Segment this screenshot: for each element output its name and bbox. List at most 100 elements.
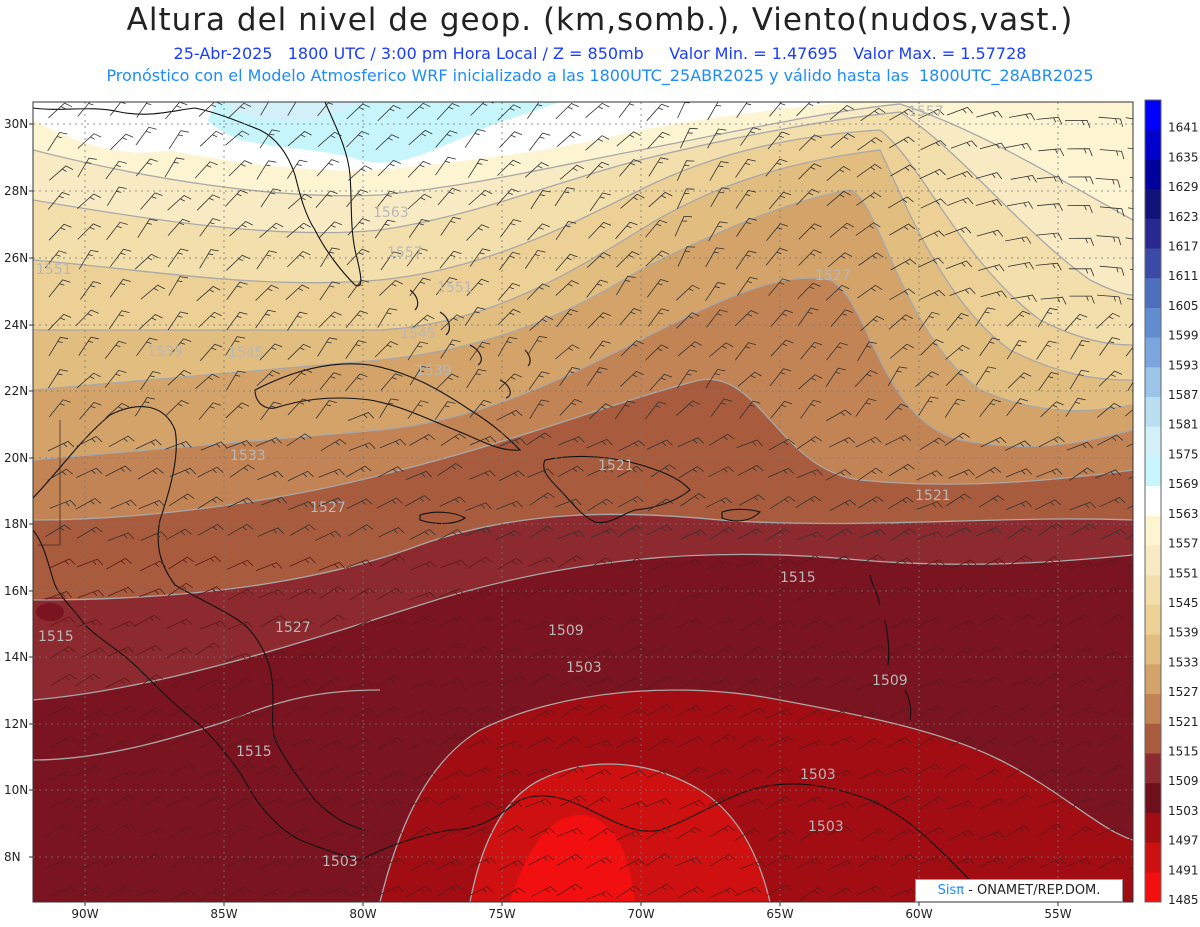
wind-barb [468, 189, 493, 206]
wind-barb [586, 890, 613, 901]
wind-barb [1097, 434, 1124, 446]
wind-barb [169, 674, 196, 688]
wind-barb [316, 677, 342, 691]
wind-barb [78, 336, 99, 356]
wind-barb [826, 342, 848, 361]
wind-barb [944, 764, 971, 777]
wind-barb [797, 307, 819, 327]
wind-barb [497, 825, 524, 838]
wind-barb [975, 466, 1002, 479]
wind-barb [255, 764, 282, 776]
wind-barb [798, 134, 823, 151]
colorbar-label: 1593 [1168, 358, 1199, 372]
wind-barb [440, 642, 466, 656]
wind-barb [319, 614, 345, 628]
contour-label: 1539 [147, 344, 183, 360]
colorbar-label: 1587 [1168, 388, 1199, 402]
wind-barb [78, 249, 99, 270]
colorbar-swatch [1145, 753, 1161, 784]
wind-barb [226, 370, 246, 391]
wind-barb [75, 732, 102, 747]
wind-barb [1068, 268, 1095, 277]
wind-barb [798, 677, 825, 689]
wind-barb [645, 250, 670, 267]
wind-barb [410, 771, 437, 782]
wind-barb [620, 370, 644, 387]
wind-barb [377, 308, 398, 328]
wind-barb [165, 647, 192, 659]
wind-barb [586, 367, 608, 387]
wind-barb [676, 284, 700, 301]
wind-barb [317, 795, 344, 810]
contour-label: 1521 [598, 458, 634, 474]
wind-barb [77, 223, 101, 240]
lon-label: 85W [210, 907, 237, 921]
wind-barb [375, 134, 400, 150]
wind-barb [287, 130, 312, 147]
wind-barb [975, 172, 1003, 180]
lat-label: 22N [4, 384, 28, 398]
wind-barb [675, 618, 702, 629]
wind-barb [736, 217, 757, 237]
wind-barb [710, 704, 737, 717]
wind-barb [1035, 588, 1061, 602]
longitude-axis: 90W 85W 80W 75W 70W 65W 60W 55W [71, 902, 1072, 921]
wind-barb [409, 615, 436, 627]
wind-barb [647, 279, 669, 298]
wind-barb [50, 736, 76, 748]
wind-barb [769, 102, 792, 117]
wind-barb [195, 703, 222, 716]
wind-barb [975, 676, 1002, 688]
wind-barb [769, 368, 792, 387]
wind-barb [288, 368, 313, 386]
wind-barb [825, 284, 850, 301]
wind-barb [946, 171, 973, 180]
wind-barb [227, 102, 252, 119]
wind-barb [585, 768, 612, 781]
colorbar-swatch [1145, 545, 1161, 576]
wind-barb [1125, 346, 1133, 357]
wind-barb [1066, 740, 1093, 752]
wind-barb [319, 281, 340, 301]
colorbar-label: 1569 [1168, 477, 1199, 491]
wind-barb [104, 340, 127, 359]
wind-barb [229, 762, 255, 776]
wind-barb [768, 467, 795, 478]
wind-barb [198, 102, 223, 117]
wind-barb [408, 129, 433, 146]
wind-barb [198, 888, 225, 902]
wind-barb [737, 371, 762, 387]
wind-barb [526, 283, 550, 300]
wind-barb [255, 437, 282, 447]
lon-label: 60W [905, 907, 932, 921]
wind-barb [706, 794, 733, 807]
wind-barb [555, 221, 577, 240]
wind-barb [556, 309, 578, 328]
wind-barb [440, 706, 467, 716]
colorbar-swatch [1145, 812, 1161, 844]
wind-barb [890, 258, 917, 271]
lat-label: 24N [4, 318, 28, 332]
wind-barb [620, 193, 645, 209]
colorbar-label: 1497 [1168, 834, 1199, 848]
wind-barb [740, 619, 766, 632]
wind-barb [530, 190, 551, 210]
wind-barb [375, 675, 401, 689]
wind-barb [1037, 673, 1064, 687]
wind-barb [644, 401, 667, 420]
contour-label: 1503 [808, 819, 844, 835]
wind-barb [499, 251, 521, 271]
wind-barb [169, 338, 192, 356]
wind-barb [918, 108, 945, 120]
wind-barb [680, 766, 706, 780]
wind-barb [645, 826, 672, 840]
wind-barb [676, 188, 695, 209]
wind-barb [319, 221, 343, 238]
wind-barb [1095, 178, 1121, 188]
wind-barb [560, 647, 586, 661]
wind-barb [318, 561, 346, 571]
wind-barb [285, 284, 310, 301]
wind-barb [319, 372, 342, 391]
wind-barb [799, 887, 825, 901]
